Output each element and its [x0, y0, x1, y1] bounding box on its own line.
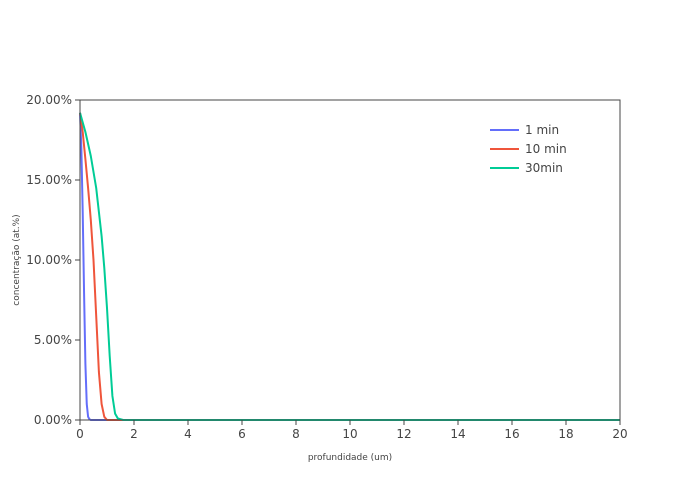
x-tick-label: 14	[450, 427, 465, 441]
x-axis-title: profundidade (um)	[308, 453, 392, 463]
legend-label: 10 min	[525, 142, 567, 156]
x-tick-label: 12	[396, 427, 411, 441]
y-axis-title: concentração (at.%)	[12, 214, 22, 305]
x-tick-label: 20	[612, 427, 627, 441]
y-tick-label: 10.00%	[26, 253, 72, 267]
legend: 1 min 10 min 30min	[490, 123, 567, 175]
y-tick-label: 15.00%	[26, 173, 72, 187]
series-line-3	[79, 112, 620, 421]
y-tick-label: 20.00%	[26, 93, 72, 107]
x-tick-label: 10	[342, 427, 357, 441]
y-axis: 0.00% 5.00% 10.00% 15.00% 20.00%	[26, 93, 80, 427]
x-axis: 0 2 4 6 8 10 12 14 16 18 20	[76, 420, 628, 441]
x-tick-label: 2	[130, 427, 138, 441]
legend-label: 30min	[525, 161, 563, 175]
y-tick-label: 0.00%	[34, 413, 72, 427]
x-tick-label: 8	[292, 427, 300, 441]
x-tick-label: 16	[504, 427, 519, 441]
legend-label: 1 min	[525, 123, 559, 137]
x-tick-label: 18	[558, 427, 573, 441]
y-tick-label: 5.00%	[34, 333, 72, 347]
x-tick-label: 4	[184, 427, 192, 441]
x-tick-label: 0	[76, 427, 84, 441]
x-tick-label: 6	[238, 427, 246, 441]
plot-background	[80, 100, 620, 420]
series-line-2	[79, 112, 620, 421]
